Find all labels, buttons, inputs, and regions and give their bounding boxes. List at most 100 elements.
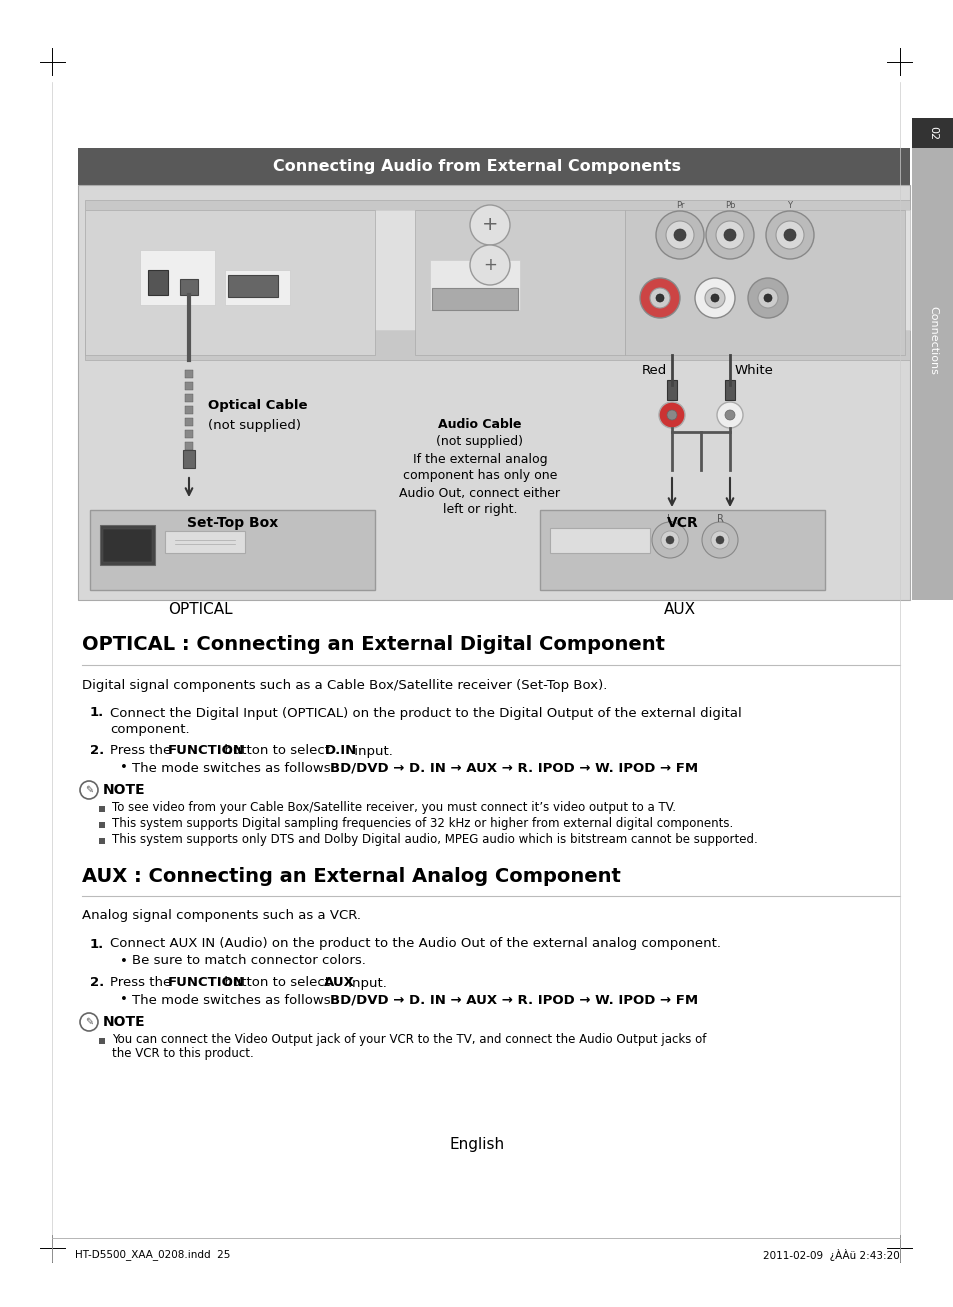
Text: NOTE: NOTE <box>103 1016 146 1029</box>
Text: 1.: 1. <box>90 707 104 719</box>
Text: (not supplied): (not supplied) <box>208 418 301 431</box>
Bar <box>185 406 193 414</box>
Bar <box>911 129 953 600</box>
Text: button to select: button to select <box>220 976 334 989</box>
Circle shape <box>783 229 795 240</box>
Circle shape <box>639 278 679 318</box>
Circle shape <box>765 210 813 259</box>
Text: Connect AUX IN (Audio) on the product to the Audio Out of the external analog co: Connect AUX IN (Audio) on the product to… <box>110 937 720 950</box>
Bar <box>103 529 152 562</box>
Circle shape <box>710 531 728 549</box>
Text: R: R <box>716 514 722 524</box>
Bar <box>78 186 909 600</box>
Text: Analog signal components such as a VCR.: Analog signal components such as a VCR. <box>82 910 360 923</box>
Bar <box>180 278 198 295</box>
Text: BD/DVD → D. IN → AUX → R. IPOD → W. IPOD → FM: BD/DVD → D. IN → AUX → R. IPOD → W. IPOD… <box>330 993 698 1006</box>
Circle shape <box>660 531 679 549</box>
Bar <box>185 454 193 461</box>
Circle shape <box>649 288 669 308</box>
Text: Set-Top Box: Set-Top Box <box>187 516 278 531</box>
Bar <box>85 210 375 356</box>
Bar <box>432 288 517 310</box>
Text: Digital signal components such as a Cable Box/Satellite receiver (Set-Top Box).: Digital signal components such as a Cabl… <box>82 678 607 691</box>
Text: (not supplied): (not supplied) <box>436 435 523 448</box>
Bar <box>185 418 193 426</box>
Text: •: • <box>120 762 128 775</box>
Text: input.: input. <box>350 745 393 758</box>
Text: Pr: Pr <box>675 200 683 209</box>
Bar <box>225 271 290 305</box>
Circle shape <box>704 288 724 308</box>
Bar <box>430 260 519 310</box>
Text: input.: input. <box>343 976 386 989</box>
Text: +: + <box>482 256 497 274</box>
Circle shape <box>717 403 742 427</box>
Text: Audio Cable: Audio Cable <box>437 418 521 431</box>
Text: Connections: Connections <box>927 306 937 374</box>
Text: OPTICAL : Connecting an External Digital Component: OPTICAL : Connecting an External Digital… <box>82 635 664 655</box>
Text: The mode switches as follows :: The mode switches as follows : <box>132 762 343 775</box>
Bar <box>148 271 168 295</box>
Text: 2.: 2. <box>90 745 104 758</box>
Bar <box>185 382 193 389</box>
Bar <box>185 442 193 450</box>
Text: To see video from your Cable Box/Satellite receiver, you must connect it’s video: To see video from your Cable Box/Satelli… <box>112 801 676 814</box>
Circle shape <box>710 294 719 302</box>
Bar <box>550 528 649 553</box>
Text: 02: 02 <box>927 125 937 140</box>
Text: AUX: AUX <box>324 976 355 989</box>
Text: If the external analog: If the external analog <box>413 452 547 465</box>
Text: The mode switches as follows :: The mode switches as follows : <box>132 993 343 1006</box>
Text: Y: Y <box>786 200 792 209</box>
Text: the VCR to this product.: the VCR to this product. <box>112 1047 253 1060</box>
Circle shape <box>758 288 778 308</box>
Circle shape <box>723 229 735 240</box>
Text: BD/DVD → D. IN → AUX → R. IPOD → W. IPOD → FM: BD/DVD → D. IN → AUX → R. IPOD → W. IPOD… <box>330 762 698 775</box>
Bar <box>539 510 824 589</box>
Text: AUX: AUX <box>663 603 696 617</box>
Circle shape <box>716 536 723 544</box>
Bar <box>185 370 193 378</box>
Text: +: + <box>481 216 497 234</box>
Text: D.IN: D.IN <box>324 745 356 758</box>
Circle shape <box>716 221 743 250</box>
Bar <box>85 210 909 329</box>
Text: Connecting Audio from External Components: Connecting Audio from External Component… <box>273 158 680 174</box>
Text: Press the: Press the <box>110 745 175 758</box>
Circle shape <box>724 410 734 420</box>
Circle shape <box>666 410 677 420</box>
Text: Connect the Digital Input (OPTICAL) on the product to the Digital Output of the : Connect the Digital Input (OPTICAL) on t… <box>110 707 741 719</box>
Bar <box>228 274 277 297</box>
Bar <box>99 1038 105 1044</box>
Text: White: White <box>734 363 773 376</box>
Text: Red: Red <box>641 363 666 376</box>
Text: left or right.: left or right. <box>442 503 517 516</box>
Circle shape <box>747 278 787 318</box>
Text: This system supports only DTS and Dolby Digital audio, MPEG audio which is bitst: This system supports only DTS and Dolby … <box>112 834 757 847</box>
Text: 1.: 1. <box>90 937 104 950</box>
Bar <box>140 250 214 305</box>
Bar <box>624 210 904 356</box>
Text: NOTE: NOTE <box>103 783 146 797</box>
Text: 2011-02-09  ¿ÀÀü 2:43:20: 2011-02-09 ¿ÀÀü 2:43:20 <box>762 1249 899 1261</box>
Bar <box>185 430 193 438</box>
Bar <box>99 806 105 812</box>
Text: component.: component. <box>110 723 190 736</box>
Text: L: L <box>666 514 672 524</box>
Bar <box>724 380 734 400</box>
Circle shape <box>695 278 734 318</box>
Text: English: English <box>449 1137 504 1153</box>
Circle shape <box>705 210 753 259</box>
Text: AUX : Connecting an External Analog Component: AUX : Connecting an External Analog Comp… <box>82 867 620 886</box>
Bar <box>99 822 105 829</box>
Circle shape <box>659 403 684 427</box>
Circle shape <box>665 536 673 544</box>
Circle shape <box>775 221 803 250</box>
Text: Be sure to match connector colors.: Be sure to match connector colors. <box>132 954 366 967</box>
Bar <box>666 380 677 400</box>
Text: ✎: ✎ <box>85 786 93 795</box>
Text: OPTICAL: OPTICAL <box>168 603 233 617</box>
Circle shape <box>470 205 510 244</box>
Text: 2.: 2. <box>90 976 104 989</box>
Circle shape <box>665 221 693 250</box>
